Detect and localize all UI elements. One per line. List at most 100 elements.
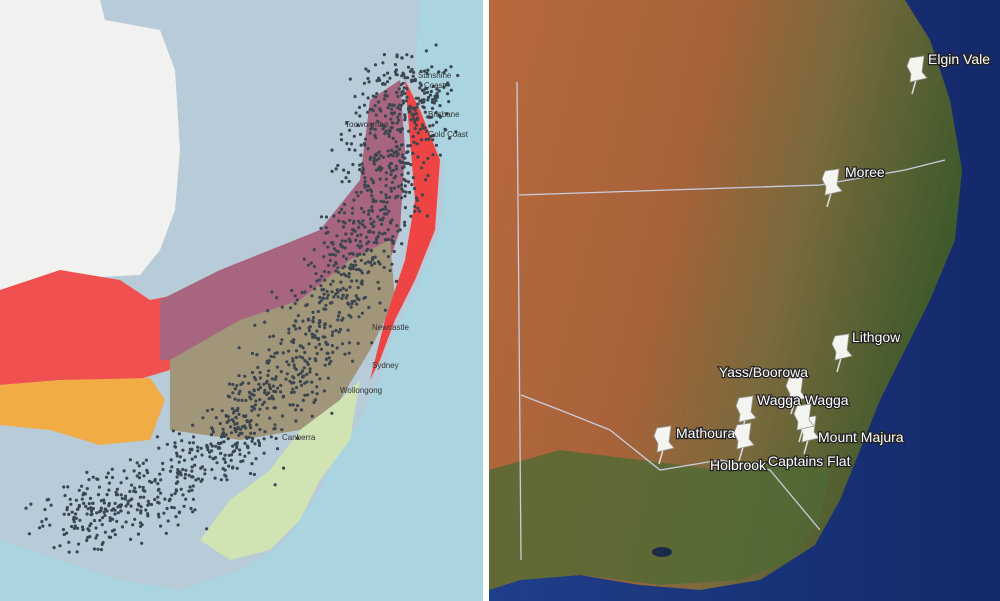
- dot: [188, 485, 192, 489]
- dot: [203, 472, 207, 476]
- dot: [184, 468, 188, 472]
- dot: [358, 114, 362, 118]
- dot: [395, 90, 399, 95]
- dot: [379, 190, 383, 194]
- dot: [388, 76, 392, 80]
- dot: [267, 391, 271, 395]
- dot: [359, 190, 363, 194]
- pin-needle: [826, 192, 832, 208]
- dot: [352, 198, 356, 202]
- dot: [422, 161, 426, 165]
- dot: [280, 428, 284, 432]
- dot: [373, 127, 377, 131]
- dot: [359, 153, 363, 157]
- dot: [434, 111, 438, 115]
- dot: [391, 136, 395, 140]
- dot: [368, 131, 372, 135]
- dot: [107, 481, 111, 485]
- dot: [183, 472, 188, 476]
- dot: [274, 436, 278, 441]
- dot: [97, 485, 102, 489]
- dot: [118, 503, 122, 508]
- dot: [103, 530, 107, 534]
- dot: [353, 148, 357, 152]
- dot: [272, 355, 276, 359]
- place-label: Newcastle: [372, 323, 409, 332]
- dot: [389, 153, 393, 157]
- dot: [340, 180, 344, 184]
- dot: [257, 382, 261, 386]
- pin-needle: [803, 439, 809, 455]
- dot: [356, 219, 361, 223]
- dot: [404, 99, 408, 103]
- dot: [319, 215, 324, 219]
- dot: [339, 132, 343, 136]
- dot: [107, 502, 111, 506]
- dot: [374, 113, 378, 117]
- dot: [190, 469, 194, 473]
- dot: [114, 493, 119, 497]
- dot: [336, 295, 340, 299]
- dot: [298, 379, 302, 384]
- dot: [375, 79, 379, 83]
- dot: [225, 478, 229, 482]
- dot: [345, 121, 349, 125]
- dot: [187, 473, 191, 477]
- dot: [410, 183, 414, 187]
- dot: [142, 495, 146, 499]
- dot: [354, 111, 358, 115]
- dot: [335, 234, 339, 238]
- dot: [168, 469, 173, 473]
- dot: [149, 480, 154, 484]
- dot: [407, 129, 411, 133]
- dot: [250, 462, 254, 466]
- dot: [236, 426, 240, 430]
- dot: [344, 232, 348, 236]
- dot: [319, 347, 323, 351]
- dot: [396, 94, 400, 98]
- dot: [237, 412, 241, 416]
- dot: [308, 367, 312, 371]
- dot: [322, 287, 326, 292]
- dot: [378, 107, 382, 111]
- dot: [111, 507, 116, 511]
- dot: [156, 495, 160, 499]
- dot: [332, 295, 336, 299]
- dot: [219, 441, 223, 445]
- dot: [341, 245, 345, 249]
- dot: [313, 335, 317, 339]
- dot: [395, 73, 399, 77]
- dot: [340, 342, 345, 346]
- dot: [111, 517, 115, 521]
- dot: [108, 519, 112, 523]
- dot: [356, 341, 360, 345]
- dot: [156, 482, 160, 486]
- dot: [412, 70, 416, 74]
- dot: [231, 411, 236, 415]
- dot: [66, 485, 70, 489]
- dot: [370, 123, 374, 127]
- dot: [89, 509, 94, 513]
- dot: [222, 457, 226, 461]
- dot: [337, 310, 341, 315]
- dot: [352, 228, 356, 232]
- dot: [221, 467, 225, 471]
- place-label: Brisbane: [428, 110, 460, 119]
- dot: [386, 255, 390, 259]
- dot: [368, 157, 372, 161]
- dot: [229, 458, 233, 462]
- dot: [285, 360, 289, 364]
- pin-label: Mount Majura: [818, 429, 904, 445]
- pin-needle: [790, 399, 796, 415]
- dot: [438, 104, 442, 108]
- dot: [341, 293, 345, 297]
- dot: [306, 263, 311, 267]
- dot: [390, 107, 394, 111]
- dot: [194, 478, 198, 482]
- dot: [388, 269, 392, 273]
- dot: [179, 487, 183, 491]
- dot: [294, 408, 298, 412]
- dot: [372, 159, 376, 163]
- dot: [313, 287, 317, 291]
